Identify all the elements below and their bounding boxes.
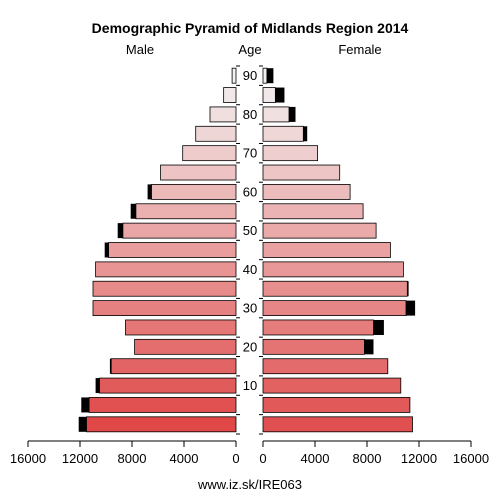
female-excess-90+ bbox=[266, 68, 274, 84]
female-x-tick-label: 16000 bbox=[453, 451, 489, 466]
footer-source: www.iz.sk/IRE063 bbox=[197, 477, 302, 492]
male-bar-70-74 bbox=[182, 145, 237, 162]
female-bar-10-14 bbox=[262, 377, 402, 394]
age-tick-label: 10 bbox=[243, 378, 257, 393]
male-bar-30-34 bbox=[92, 300, 237, 317]
age-axis-group: 10 20 30 40 50 60 70 80 90 bbox=[236, 65, 263, 435]
male-excess-0-4 bbox=[78, 416, 87, 432]
female-x-tick-label: 12000 bbox=[401, 451, 437, 466]
female-bar-75-79 bbox=[262, 125, 304, 142]
male-excess-55-59 bbox=[130, 203, 136, 219]
male-bar-55-59 bbox=[135, 203, 237, 220]
male-excess-15-19 bbox=[109, 358, 112, 374]
female-excess-35-39 bbox=[407, 281, 409, 297]
male-excess-10-14 bbox=[95, 378, 100, 394]
female-bar-65-69 bbox=[262, 164, 341, 181]
male-bar-15-19 bbox=[110, 358, 237, 375]
female-excess-75-79 bbox=[303, 126, 308, 142]
female-bar-15-19 bbox=[262, 358, 389, 375]
age-label: Age bbox=[238, 42, 261, 57]
male-x-tick-label: 16000 bbox=[10, 451, 46, 466]
female-bars-group bbox=[262, 67, 416, 433]
male-excess-5-9 bbox=[81, 397, 90, 413]
male-bar-85-89 bbox=[223, 87, 237, 103]
male-bar-0-4 bbox=[86, 416, 237, 433]
female-bar-60-64 bbox=[262, 183, 351, 200]
age-tick-label: 50 bbox=[243, 223, 257, 238]
male-bar-10-14 bbox=[99, 377, 237, 394]
female-bar-5-9 bbox=[262, 397, 411, 413]
female-bar-55-59 bbox=[262, 203, 364, 220]
age-tick-label: 80 bbox=[243, 107, 257, 122]
female-bar-80-84 bbox=[262, 106, 290, 123]
male-bar-25-29 bbox=[125, 319, 237, 336]
age-tick-label: 90 bbox=[243, 68, 257, 83]
male-bar-75-79 bbox=[195, 125, 237, 142]
female-x-tick-label: 4000 bbox=[301, 451, 330, 466]
male-label: Male bbox=[126, 42, 154, 57]
male-x-tick-label: 4000 bbox=[170, 451, 199, 466]
age-tick-label: 30 bbox=[243, 301, 257, 316]
male-bar-80-84 bbox=[209, 106, 237, 123]
male-x-tick-label: 12000 bbox=[62, 451, 98, 466]
female-bar-45-49 bbox=[262, 242, 391, 258]
male-bar-5-9 bbox=[88, 397, 237, 413]
female-bar-50-54 bbox=[262, 222, 377, 239]
female-excess-25-29 bbox=[373, 319, 384, 335]
male-excess-50-54 bbox=[117, 223, 123, 239]
male-bar-60-64 bbox=[151, 183, 237, 200]
male-excess-60-64 bbox=[147, 184, 152, 200]
male-bar-65-69 bbox=[160, 164, 237, 181]
female-bar-70-74 bbox=[262, 145, 318, 162]
male-bar-20-24 bbox=[134, 338, 237, 355]
female-bar-25-29 bbox=[262, 319, 374, 336]
female-bar-40-44 bbox=[262, 261, 404, 278]
female-excess-30-34 bbox=[406, 300, 416, 316]
male-bar-40-44 bbox=[95, 261, 237, 278]
female-bar-0-4 bbox=[262, 416, 413, 433]
age-tick-label: 70 bbox=[243, 146, 257, 161]
axes-group: 16000 12000 8000 4000 0 0 4000 8000 12000 16000 bbox=[10, 440, 489, 466]
male-bar-90+ bbox=[231, 67, 237, 84]
male-x-tick-label: 8000 bbox=[118, 451, 147, 466]
male-bar-45-49 bbox=[108, 242, 237, 258]
female-label: Female bbox=[338, 42, 381, 57]
chart-title: Demographic Pyramid of Midlands Region 2… bbox=[92, 20, 409, 36]
female-x-tick-label: 0 bbox=[259, 451, 266, 466]
male-bar-50-54 bbox=[122, 222, 237, 239]
female-bar-85-89 bbox=[262, 87, 276, 103]
female-excess-85-89 bbox=[275, 87, 285, 103]
female-x-tick-label: 8000 bbox=[353, 451, 382, 466]
age-tick-label: 20 bbox=[243, 339, 257, 354]
female-bar-20-24 bbox=[262, 338, 365, 355]
female-bar-90+ bbox=[262, 67, 268, 84]
male-x-tick-label: 0 bbox=[232, 451, 239, 466]
female-excess-20-24 bbox=[364, 339, 374, 355]
male-bar-35-39 bbox=[92, 280, 237, 297]
age-tick-label: 60 bbox=[243, 184, 257, 199]
male-bars-group bbox=[78, 67, 237, 433]
female-bar-30-34 bbox=[262, 300, 407, 317]
male-excess-45-49 bbox=[104, 242, 109, 258]
female-bar-35-39 bbox=[262, 280, 408, 297]
female-excess-80-84 bbox=[289, 106, 296, 122]
age-tick-label: 40 bbox=[243, 262, 257, 277]
